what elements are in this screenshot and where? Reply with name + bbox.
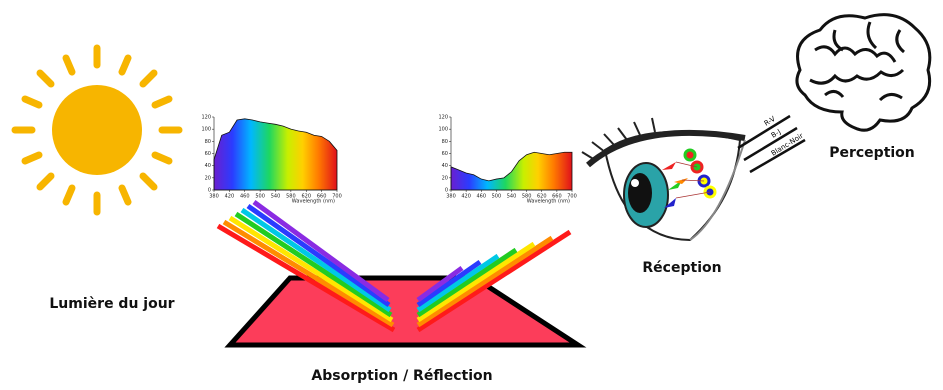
eye [582,118,745,240]
prism [230,278,578,345]
daylight-label: Lumière du jour [49,296,174,312]
y-tick-label: 120 [201,115,211,121]
diagram: Lumière du jour Absorption / Réflection … [0,0,943,390]
x-tick-label: 420 [461,194,471,200]
y-tick-label: 100 [201,127,211,133]
x-tick-label: 380 [209,194,219,200]
sun [15,48,179,212]
y-tick-label: 60 [442,151,448,157]
x-tick-label: 420 [225,194,235,200]
x-tick-label: 500 [492,194,502,200]
y-tick-label: 20 [205,175,211,181]
absorption-label: Absorption / Réflection [311,368,492,384]
x-tick-label: 500 [255,194,265,200]
y-tick-label: 120 [438,115,448,121]
brain [797,15,930,131]
x-tick-label: 540 [271,194,281,200]
y-tick-label: 100 [438,127,448,133]
x-axis-label: Wavelength (nm) [527,199,570,205]
x-tick-label: 380 [446,194,456,200]
x-axis-label: Wavelength (nm) [292,199,335,205]
y-tick-label: 80 [205,139,211,145]
x-tick-label: 460 [476,194,486,200]
x-tick-label: 540 [507,194,517,200]
x-tick-label: 460 [240,194,250,200]
spectrum-area [451,152,572,190]
spectrum-area [214,119,337,190]
y-tick-label: 80 [442,139,448,145]
y-tick-label: 40 [442,163,448,169]
reception-label: Réception [642,260,721,276]
perception-label: Perception [829,145,915,161]
y-tick-label: 20 [442,175,448,181]
y-tick-label: 40 [205,163,211,169]
y-tick-label: 60 [205,151,211,157]
